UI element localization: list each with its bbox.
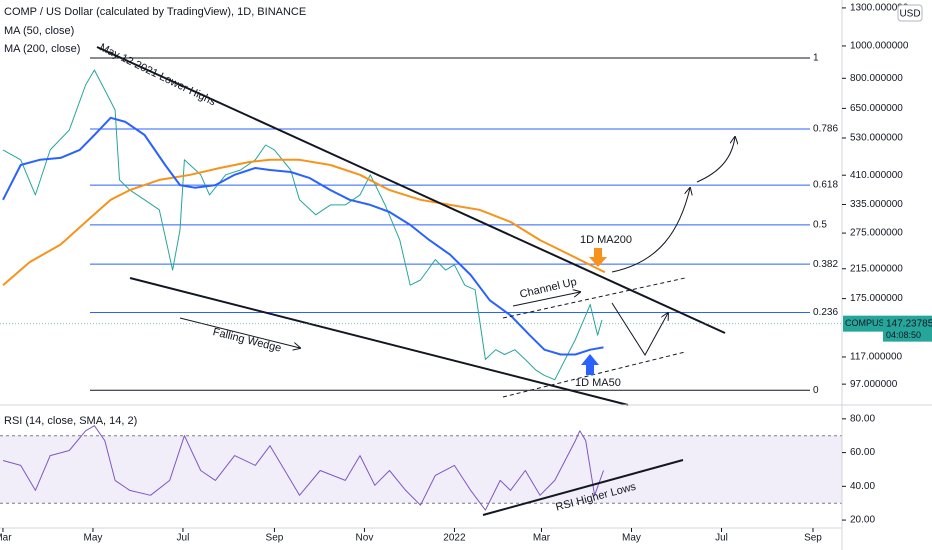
price-badge — [883, 315, 932, 342]
y-tick-label: 117.000000 — [850, 352, 903, 363]
x-tick-label: May — [83, 533, 102, 544]
fib-label: 0.382 — [813, 259, 838, 270]
fib-label: 0 — [813, 385, 819, 396]
rsi-pane — [0, 425, 842, 511]
main-pane: 1 0.786 0.618 0.5 0.382 0.236 0 — [2, 53, 838, 396]
axes: 1300.000000 1000.000000 800.000000 650.0000… — [0, 3, 932, 544]
series-line — [2, 425, 604, 511]
y-tick-label: 650.000000 — [850, 103, 903, 114]
currency-badge — [897, 4, 923, 22]
currency-label: USD — [899, 9, 920, 20]
legend-entry: MA (200, close) — [4, 43, 80, 55]
chart-title: COMP / US Dollar (calculated by TradingV… — [4, 6, 306, 18]
x-tick-label: 2022 — [443, 533, 466, 544]
y-tick-label: 335.000000 — [850, 199, 903, 210]
annotation: May 12 2021 Lower Highs — [97, 42, 218, 109]
x-tick-label: Mar — [533, 533, 551, 544]
annotation: Falling Wedge — [212, 326, 283, 355]
trendline — [129, 277, 629, 406]
symbol-badge — [843, 315, 883, 332]
trendline — [96, 46, 726, 334]
y-tick-label: 175.000000 — [850, 293, 903, 304]
y-tick-label: 40.00 — [850, 481, 875, 492]
price-label: 147.23785 — [886, 318, 932, 329]
series-line — [2, 116, 604, 356]
fib-label: 0.5 — [813, 220, 827, 231]
y-tick-label: 97.000000 — [850, 379, 898, 390]
annotation: 1D MA200 — [580, 234, 632, 246]
y-tick-label: 80.00 — [850, 413, 875, 424]
x-tick-label: Sep — [804, 533, 822, 544]
drawings — [96, 46, 735, 516]
trendline — [482, 459, 684, 516]
legend: COMP / US Dollar (calculated by TradingV… — [4, 6, 306, 427]
annotation: 1D MA50 — [575, 377, 621, 389]
y-tick-label: 20.00 — [850, 515, 875, 526]
x-tick-label: Sep — [266, 533, 284, 544]
x-tick-label: Jul — [177, 533, 190, 544]
fib-label: 0.618 — [813, 180, 838, 191]
series-line — [2, 158, 606, 286]
x-tick-label: Jul — [715, 533, 728, 544]
projection — [611, 188, 690, 273]
fib-label: 0.786 — [813, 124, 838, 135]
projection — [696, 137, 735, 183]
y-tick-label: 60.00 — [850, 447, 875, 458]
channel-line — [502, 277, 686, 319]
arrow — [179, 317, 300, 348]
countdown-label: 04:08:50 — [886, 330, 921, 340]
symbol-label: COMPUSD — [845, 318, 892, 328]
annotation: Channel Up — [519, 276, 578, 301]
projection — [611, 302, 668, 356]
fib-label: 1 — [813, 53, 819, 64]
fib-label: 0.236 — [813, 307, 838, 318]
y-tick-label: 530.000000 — [850, 133, 903, 144]
x-tick-label: Nov — [356, 533, 374, 544]
y-tick-label: 275.000000 — [850, 228, 903, 239]
arrow — [512, 292, 580, 307]
y-tick-label: 215.000000 — [850, 263, 903, 274]
arrow-down — [589, 248, 607, 267]
rsi-band — [0, 435, 842, 504]
y-tick-label: 1000.000000 — [850, 41, 909, 52]
y-tick-label: 800.000000 — [850, 73, 903, 84]
arrow-up — [581, 354, 599, 375]
x-tick-label: Mar — [0, 533, 12, 544]
y-tick-label: 410.000000 — [850, 170, 903, 181]
series-line — [2, 69, 603, 381]
legend-entry: MA (50, close) — [4, 25, 74, 37]
rsi-title: RSI (14, close, SMA, 14, 2) — [4, 415, 137, 427]
x-tick-label: May — [622, 533, 641, 544]
y-tick-label: 1300.000000 — [850, 3, 909, 14]
